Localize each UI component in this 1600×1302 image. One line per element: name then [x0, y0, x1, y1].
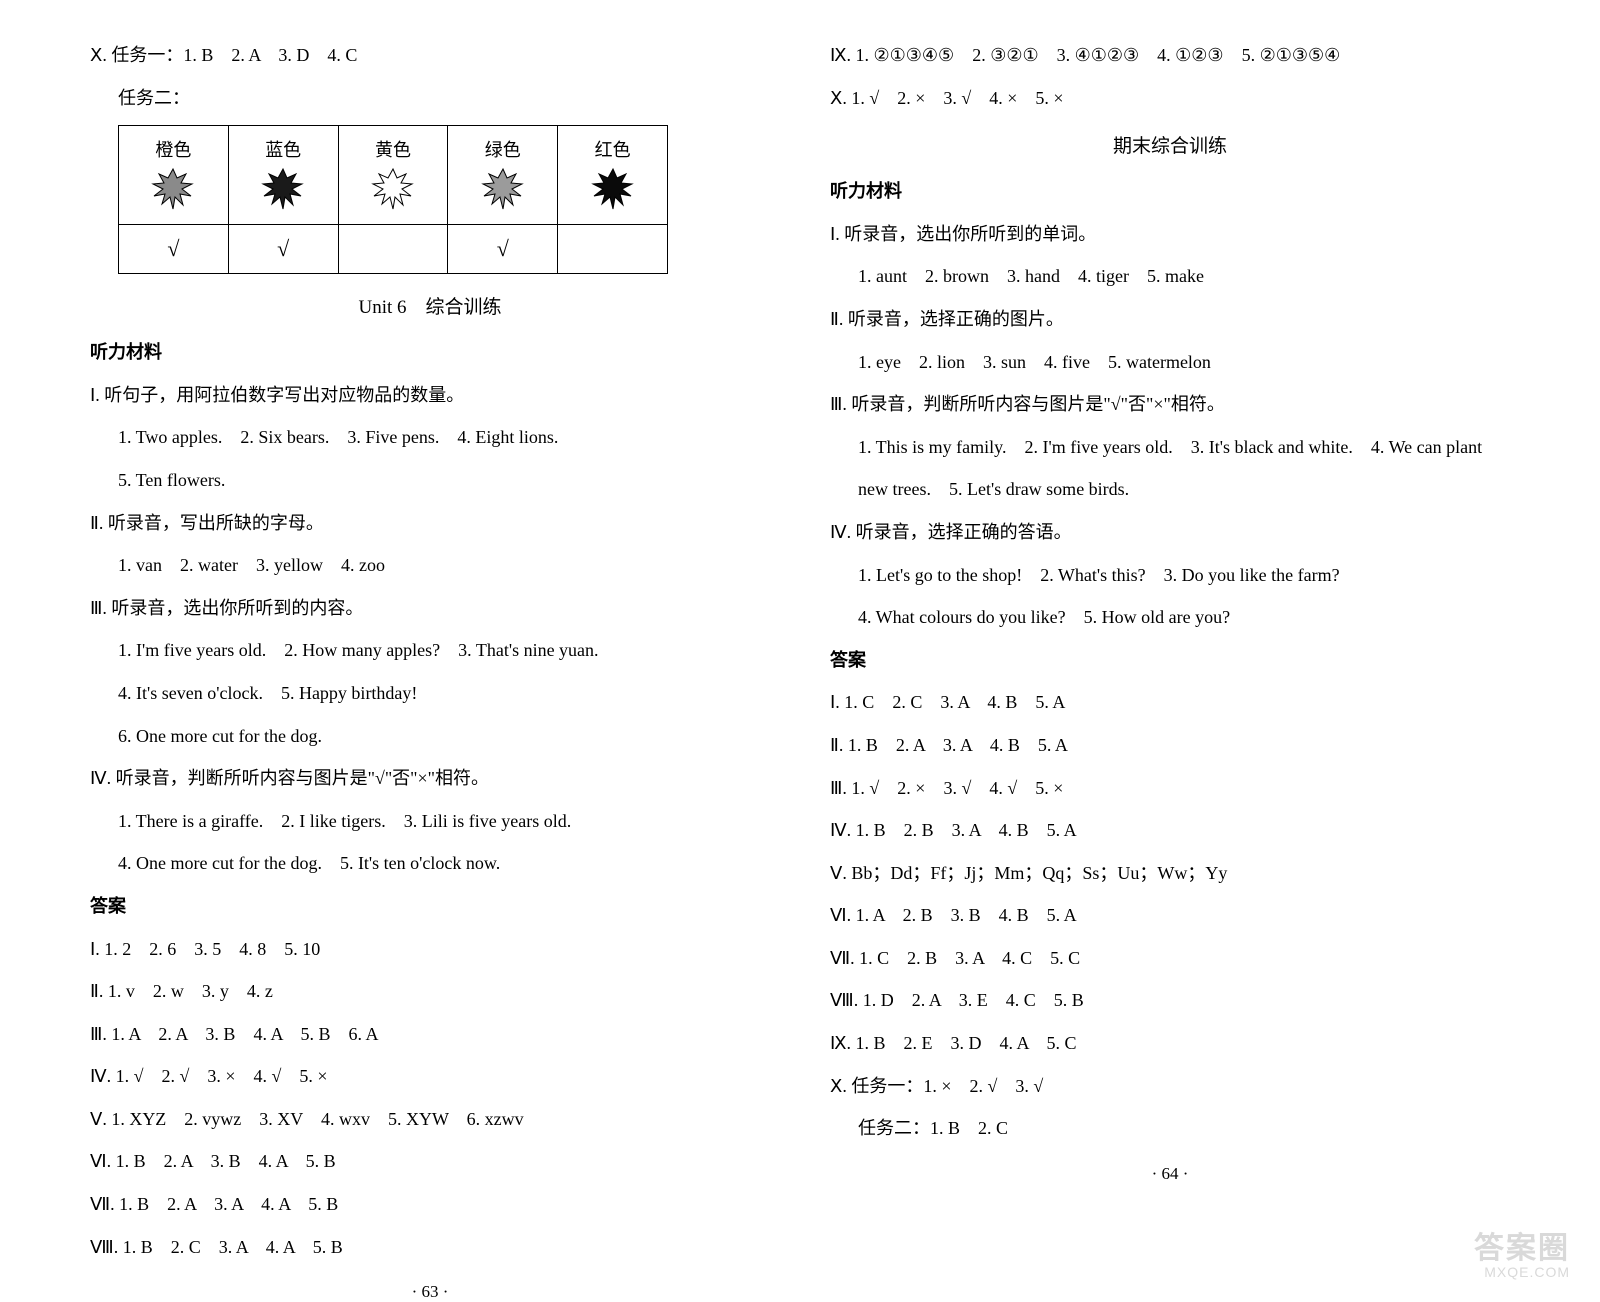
splat-icon [258, 164, 308, 214]
text-line: new trees. 5. Let's draw some birds. [830, 474, 1510, 505]
text-line: Ⅲ. 1. A 2. A 3. B 4. A 5. B 6. A [90, 1019, 770, 1050]
text-line: Ⅷ. 1. B 2. C 3. A 4. A 5. B [90, 1232, 770, 1263]
text-line: Ⅱ. 1. B 2. A 3. A 4. B 5. A [830, 730, 1510, 761]
text-line: Ⅴ. 1. XYZ 2. vywz 3. XV 4. wxv 5. XYW 6.… [90, 1104, 770, 1135]
watermark: 答案圈 MXQE.COM [1474, 1232, 1570, 1280]
table-cell: 黄色 [338, 126, 448, 225]
heading: 听力材料 [90, 337, 770, 368]
text-line: 1. aunt 2. brown 3. hand 4. tiger 5. mak… [830, 261, 1510, 292]
text-line: Ⅱ. 听录音，选择正确的图片。 [830, 304, 1510, 335]
text-line: 1. Let's go to the shop! 2. What's this?… [830, 560, 1510, 591]
splat-icon [478, 164, 528, 214]
text-line: Ⅲ. 听录音，判断所听内容与图片是"√"否"×"相符。 [830, 389, 1510, 420]
watermark-text: 答案圈 [1474, 1232, 1570, 1265]
text-line: Ⅳ. 听录音，选择正确的答语。 [830, 517, 1510, 548]
text-line: Ⅸ. 1. ②①③④⑤ 2. ③②① 3. ④①②③ 4. ①②③ 5. ②①③… [830, 40, 1510, 71]
text-line: Ⅵ. 1. B 2. A 3. B 4. A 5. B [90, 1146, 770, 1177]
table-cell: 红色 [558, 126, 668, 225]
text-line: Ⅸ. 1. B 2. E 3. D 4. A 5. C [830, 1028, 1510, 1059]
text-line: Ⅲ. 1. √ 2. × 3. √ 4. √ 5. × [830, 773, 1510, 804]
text-line: Ⅰ. 听句子，用阿拉伯数字写出对应物品的数量。 [90, 380, 770, 411]
splat-icon [368, 164, 418, 214]
heading: 答案 [90, 891, 770, 922]
text-line: 4. One more cut for the dog. 5. It's ten… [90, 848, 770, 879]
text-line: 1. There is a giraffe. 2. I like tigers.… [90, 806, 770, 837]
page-number: · 64 · [830, 1164, 1510, 1184]
text-line: Ⅴ. Bb；Dd；Ff；Jj；Mm；Qq；Ss；Uu；Ww；Yy [830, 858, 1510, 889]
text-line: Ⅹ. 任务一：1. B 2. A 3. D 4. C [90, 40, 770, 71]
text-line: Ⅳ. 1. B 2. B 3. A 4. B 5. A [830, 815, 1510, 846]
text-line: 1. I'm five years old. 2. How many apple… [90, 635, 770, 666]
color-label: 黄色 [375, 136, 411, 162]
text-line: Ⅰ. 听录音，选出你所听到的单词。 [830, 219, 1510, 250]
table-cell: √ [119, 225, 229, 274]
page-number: · 63 · [90, 1282, 770, 1302]
heading: 答案 [830, 645, 1510, 676]
text-line: Ⅰ. 1. 2 2. 6 3. 5 4. 8 5. 10 [90, 934, 770, 965]
text-line: Ⅳ. 听录音，判断所听内容与图片是"√"否"×"相符。 [90, 763, 770, 794]
text-line: 1. This is my family. 2. I'm five years … [830, 432, 1510, 463]
table-row: 橙色 蓝色 黄色 [119, 126, 668, 225]
text-line: 5. Ten flowers. [90, 465, 770, 496]
text-line: Ⅶ. 1. B 2. A 3. A 4. A 5. B [90, 1189, 770, 1220]
text-line: 4. What colours do you like? 5. How old … [830, 602, 1510, 633]
section-title: 期末综合训练 [830, 131, 1510, 158]
color-label: 绿色 [485, 136, 521, 162]
section-title: Unit 6 综合训练 [90, 292, 770, 319]
color-label: 红色 [595, 136, 631, 162]
table-row: √ √ √ [119, 225, 668, 274]
text-line: Ⅲ. 听录音，选出你所听到的内容。 [90, 593, 770, 624]
color-label: 橙色 [155, 136, 191, 162]
text-line: Ⅵ. 1. A 2. B 3. B 4. B 5. A [830, 900, 1510, 931]
page-container: Ⅹ. 任务一：1. B 2. A 3. D 4. C 任务二： 橙色 蓝色 [0, 0, 1600, 1300]
color-label: 蓝色 [265, 136, 301, 162]
text-line: 任务二： [90, 83, 770, 114]
table-cell: 蓝色 [228, 126, 338, 225]
watermark-url: MXQE.COM [1484, 1265, 1570, 1280]
text-line: Ⅷ. 1. D 2. A 3. E 4. C 5. B [830, 985, 1510, 1016]
text-line: Ⅰ. 1. C 2. C 3. A 4. B 5. A [830, 687, 1510, 718]
text-line: 4. It's seven o'clock. 5. Happy birthday… [90, 678, 770, 709]
text-line: Ⅶ. 1. C 2. B 3. A 4. C 5. C [830, 943, 1510, 974]
text-line: 1. van 2. water 3. yellow 4. zoo [90, 550, 770, 581]
splat-icon [148, 164, 198, 214]
text-line: Ⅹ. 任务一：1. × 2. √ 3. √ [830, 1071, 1510, 1102]
text-line: Ⅱ. 听录音，写出所缺的字母。 [90, 508, 770, 539]
table-cell: √ [448, 225, 558, 274]
table-cell [338, 225, 448, 274]
heading: 听力材料 [830, 176, 1510, 207]
right-column: Ⅸ. 1. ②①③④⑤ 2. ③②① 3. ④①②③ 4. ①②③ 5. ②①③… [800, 40, 1540, 1280]
color-table: 橙色 蓝色 黄色 [118, 125, 668, 274]
text-line: Ⅱ. 1. v 2. w 3. y 4. z [90, 976, 770, 1007]
left-column: Ⅹ. 任务一：1. B 2. A 3. D 4. C 任务二： 橙色 蓝色 [60, 40, 800, 1280]
table-cell: 橙色 [119, 126, 229, 225]
splat-icon [588, 164, 638, 214]
text-line: 1. eye 2. lion 3. sun 4. five 5. waterme… [830, 347, 1510, 378]
table-cell: √ [228, 225, 338, 274]
text-line: 1. Two apples. 2. Six bears. 3. Five pen… [90, 422, 770, 453]
table-cell: 绿色 [448, 126, 558, 225]
text-line: 任务二：1. B 2. C [830, 1113, 1510, 1144]
table-cell [558, 225, 668, 274]
text-line: 6. One more cut for the dog. [90, 721, 770, 752]
text-line: Ⅳ. 1. √ 2. √ 3. × 4. √ 5. × [90, 1061, 770, 1092]
text-line: Ⅹ. 1. √ 2. × 3. √ 4. × 5. × [830, 83, 1510, 114]
